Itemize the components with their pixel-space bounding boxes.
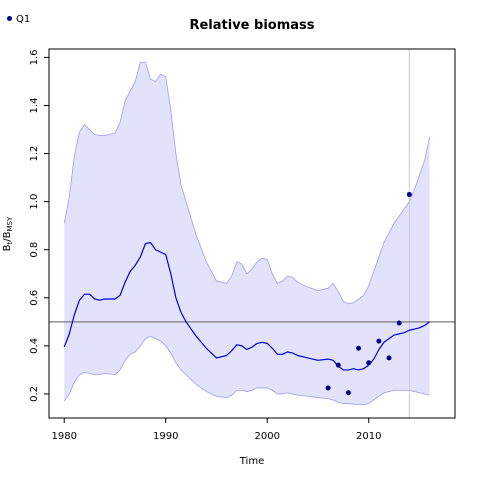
y-tick-label: 0.4 (29, 338, 40, 354)
data-point (366, 360, 372, 366)
x-tick-label: 2000 (254, 431, 279, 442)
chart-title: Relative biomass (189, 18, 314, 33)
data-point (386, 355, 392, 361)
confidence-band (64, 62, 430, 405)
legend-marker-q1 (7, 16, 12, 21)
y-axis-label: Bt/BMSY (2, 216, 14, 251)
x-tick-label: 1980 (51, 431, 76, 442)
x-tick-label: 1990 (153, 431, 178, 442)
data-point (325, 385, 331, 391)
y-tick-label: 1.0 (29, 194, 40, 210)
y-axis: 0.2 0.4 0.6 0.8 1.0 1.2 1.4 1.6 (29, 49, 49, 402)
data-point (406, 191, 412, 197)
legend: Q1 (7, 14, 30, 25)
lower-bound-line (63, 335, 430, 406)
data-point (335, 362, 341, 368)
data-point (396, 320, 402, 326)
y-tick-label: 0.2 (29, 386, 40, 402)
data-point (376, 338, 382, 344)
x-axis-label: Time (239, 456, 264, 467)
data-point (345, 390, 351, 396)
y-tick-label: 1.2 (29, 146, 40, 162)
plot-area (49, 49, 455, 418)
data-point (356, 345, 362, 351)
y-tick-label: 0.8 (29, 242, 40, 258)
plot-frame (48, 48, 456, 419)
x-axis: 1980 1990 2000 2010 (51, 418, 381, 442)
median-line (63, 241, 430, 371)
upper-bound-line (63, 61, 431, 305)
y-tick-label: 1.6 (29, 49, 40, 65)
legend-label-q1: Q1 (16, 14, 30, 25)
y-tick-label: 0.6 (29, 290, 40, 306)
x-tick-label: 2010 (356, 431, 381, 442)
y-tick-label: 1.4 (29, 98, 40, 114)
